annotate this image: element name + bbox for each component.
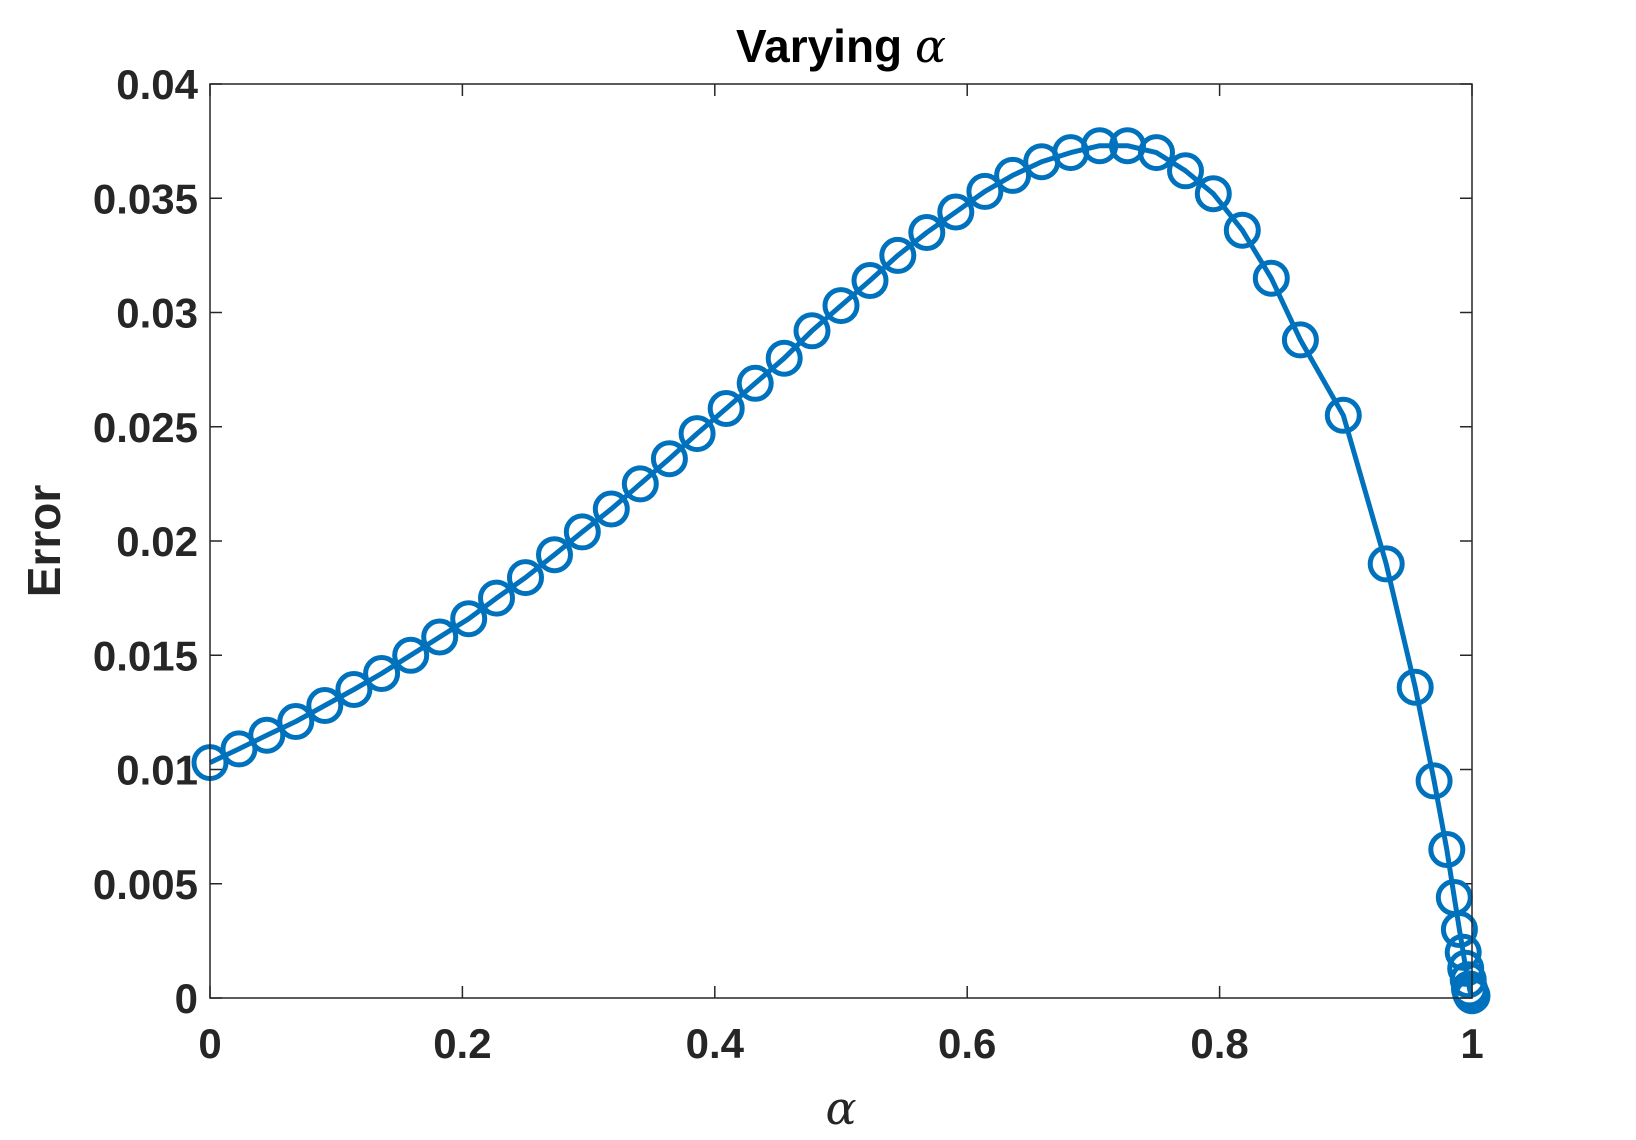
data-point-marker: [851, 262, 889, 299]
x-axis: 0 0.2 0.4 0.6 0.8 1: [198, 84, 1484, 1067]
y-axis-label: Error: [18, 485, 70, 598]
data-point-marker: [450, 600, 488, 638]
data-point-marker: [563, 513, 601, 551]
plot-frame: [209, 83, 1473, 999]
data-point-marker: [1281, 321, 1319, 359]
y-axis: 0 0.005 0.01 0.015 0.02 0.025 0.03 0.035 0.04: [93, 61, 1472, 1022]
y-tick-label: 0.015: [93, 632, 198, 679]
plot-area: [210, 84, 1472, 998]
chart-title-text: Varying: [736, 20, 902, 72]
data-point-marker: [1252, 259, 1290, 297]
chart-title: Varying α: [736, 19, 946, 73]
data-point-marker: [1223, 211, 1261, 249]
chart-title-symbol: α: [915, 19, 946, 73]
data-point-marker: [421, 618, 459, 656]
y-tick-label: 0.025: [93, 404, 198, 451]
data-point-marker: [707, 390, 745, 427]
data-point-marker: [793, 312, 831, 350]
data-point-marker: [1415, 762, 1453, 800]
data-point-marker: [1324, 396, 1362, 434]
data-point-marker: [1428, 831, 1466, 868]
data-point-marker: [765, 339, 803, 377]
x-tick-label: 0.8: [1190, 1020, 1248, 1067]
x-tick-label: 0.4: [686, 1020, 745, 1067]
y-tick-label: 0.02: [116, 518, 198, 565]
data-point-marker: [908, 214, 946, 251]
data-point-marker: [507, 559, 544, 597]
data-point-marker: [1081, 127, 1119, 165]
y-tick-label: 0.01: [116, 747, 198, 794]
data-point-marker: [678, 415, 716, 453]
data-point-marker: [1396, 668, 1434, 706]
data-point-marker: [335, 671, 373, 708]
x-axis-label: α: [825, 1081, 856, 1135]
data-point-marker: [736, 364, 774, 402]
y-tick-label: 0.005: [93, 861, 198, 908]
data-point-marker: [392, 636, 430, 674]
x-tick-label: 1: [1460, 1020, 1483, 1067]
data-point-marker: [248, 716, 286, 754]
y-tick-label: 0: [175, 975, 198, 1022]
data-point-marker: [478, 579, 515, 617]
x-tick-label: 0.6: [938, 1020, 996, 1067]
data-point-marker: [1138, 134, 1175, 172]
x-tick-label: 0: [198, 1020, 221, 1067]
data-point-marker: [994, 156, 1032, 194]
y-tick-label: 0.035: [93, 175, 198, 222]
data-point-marker: [621, 465, 659, 503]
data-point-marker: [1440, 911, 1478, 948]
data-point-marker: [879, 236, 917, 274]
data-point-marker: [536, 536, 573, 574]
y-tick-label: 0.03: [116, 290, 198, 337]
data-point-marker: [822, 287, 860, 325]
data-point-marker: [363, 655, 401, 692]
data-point-marker: [277, 703, 315, 740]
data-point-marker: [1444, 933, 1482, 971]
data-point-marker: [937, 193, 975, 231]
data-point-marker: [1194, 175, 1232, 213]
y-tick-label: 0.04: [116, 61, 198, 108]
data-point-marker: [306, 687, 344, 724]
data-point-marker: [592, 490, 630, 528]
data-point-marker: [1167, 152, 1204, 190]
data-point-marker: [966, 172, 1004, 210]
data-point-marker: [1367, 545, 1405, 583]
x-tick-label: 0.2: [433, 1020, 491, 1067]
data-point-marker: [650, 440, 688, 478]
